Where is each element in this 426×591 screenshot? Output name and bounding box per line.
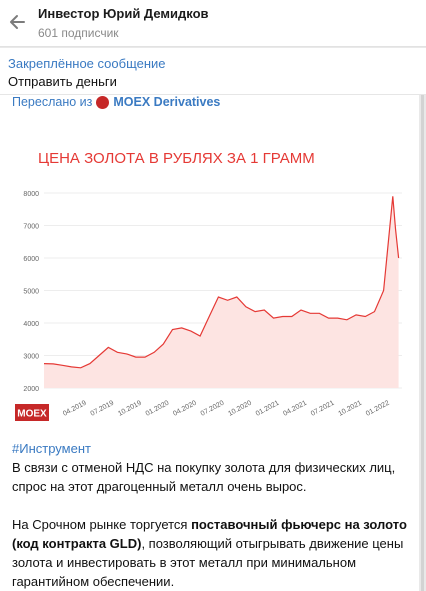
x-tick-label: 01.2020 [145, 400, 171, 418]
x-tick-label: 07.2021 [310, 400, 336, 418]
x-tick-label: 10.2019 [117, 400, 143, 418]
subscriber-count: 601 подписчик [38, 26, 119, 40]
paragraph-1: В связи с отменой НДС на покупку золота … [12, 460, 396, 494]
p2-before: На Срочном рынке торгуется [12, 517, 192, 532]
y-tick-label: 4000 [23, 321, 39, 328]
price-area [44, 196, 399, 388]
y-tick-label: 7000 [23, 224, 39, 231]
channel-title[interactable]: Инвестор Юрий Демидков [38, 6, 209, 21]
p2-bold: поставочный фьючерс на золото (код контр… [12, 517, 407, 551]
y-tick-label: 3000 [23, 354, 39, 361]
paragraph-2: На Срочном рынке торгуется поставочный ф… [12, 515, 412, 591]
y-tick-label: 2000 [23, 386, 39, 393]
pinned-message-bar[interactable]: Закреплённое сообщение Отправить деньги [0, 48, 426, 95]
message-bubble: Переслано из MOEX Derivatives ЦЕНА ЗОЛОТ… [0, 95, 419, 591]
x-tick-label: 04.2020 [172, 400, 198, 418]
x-tick-label: 01.2022 [365, 400, 391, 418]
chat-header: Инвестор Юрий Демидков 601 подписчик [0, 0, 426, 47]
forward-channel-name[interactable]: MOEX Derivatives [113, 95, 221, 109]
p2-after: , позволяющий отыгрывать движение цены з… [12, 536, 404, 589]
y-tick-label: 6000 [23, 256, 39, 263]
pinned-text: Отправить деньги [8, 74, 117, 89]
message-text: #Инструмент В связи с отменой НДС на пок… [12, 439, 412, 591]
moex-avatar-icon [96, 95, 110, 109]
y-tick-label: 5000 [23, 289, 39, 296]
x-tick-label: 10.2021 [337, 400, 363, 418]
x-tick-label: 07.2020 [200, 400, 226, 418]
gold-price-chart: ЦЕНА ЗОЛОТА В РУБЛЯХ ЗА 1 ГРАММ 2000 3000… [15, 150, 402, 421]
hashtag-link[interactable]: #Инструмент [12, 441, 91, 456]
chart-image[interactable]: ЦЕНА ЗОЛОТА В РУБЛЯХ ЗА 1 ГРАММ 2000 3000… [12, 113, 410, 435]
forward-header[interactable]: Переслано из MOEX Derivatives [12, 94, 220, 110]
back-arrow-icon[interactable] [4, 8, 32, 36]
moex-logo [15, 404, 49, 421]
chart-title: ЦЕНА ЗОЛОТА В РУБЛЯХ ЗА 1 ГРАММ [38, 150, 315, 167]
moex-logo-text: MOEX [17, 409, 47, 420]
x-tick-label: 07.2019 [90, 400, 116, 418]
y-tick-label: 8000 [23, 191, 39, 198]
pinned-title: Закреплённое сообщение [8, 56, 166, 71]
price-line [43, 196, 400, 369]
x-tick-label: 04.2021 [282, 400, 308, 418]
forward-prefix: Переслано из [12, 95, 93, 109]
x-tick-label: 01.2021 [255, 400, 281, 418]
x-tick-label: 10.2020 [227, 400, 253, 418]
scrollbar[interactable] [421, 95, 424, 591]
x-tick-label: 04.2019 [62, 400, 88, 418]
